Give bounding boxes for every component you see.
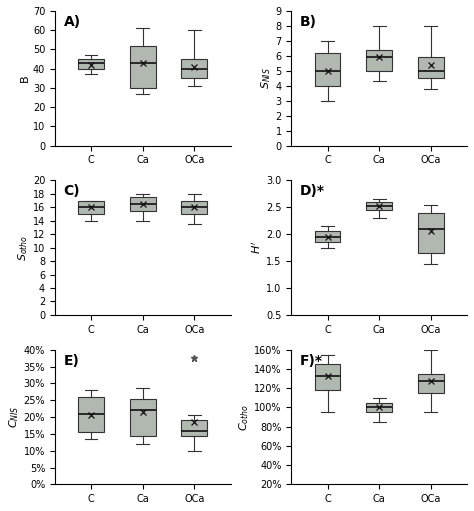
PathPatch shape bbox=[182, 59, 207, 78]
PathPatch shape bbox=[182, 421, 207, 435]
PathPatch shape bbox=[130, 45, 155, 88]
Text: C): C) bbox=[64, 184, 80, 198]
PathPatch shape bbox=[315, 364, 340, 390]
PathPatch shape bbox=[418, 57, 444, 78]
Y-axis label: $S_{NIS}$: $S_{NIS}$ bbox=[259, 67, 273, 89]
PathPatch shape bbox=[418, 374, 444, 393]
PathPatch shape bbox=[315, 53, 340, 86]
PathPatch shape bbox=[78, 59, 104, 68]
PathPatch shape bbox=[78, 397, 104, 432]
Text: A): A) bbox=[64, 15, 81, 29]
Text: D)*: D)* bbox=[300, 184, 325, 198]
PathPatch shape bbox=[78, 200, 104, 214]
Text: B): B) bbox=[300, 15, 317, 29]
Y-axis label: $S_{otho}$: $S_{otho}$ bbox=[16, 235, 30, 261]
Y-axis label: $H'$: $H'$ bbox=[250, 241, 264, 254]
Text: E): E) bbox=[64, 354, 80, 368]
PathPatch shape bbox=[182, 200, 207, 214]
Y-axis label: $C_{otho}$: $C_{otho}$ bbox=[237, 404, 251, 430]
PathPatch shape bbox=[366, 202, 392, 210]
PathPatch shape bbox=[366, 403, 392, 412]
PathPatch shape bbox=[130, 399, 155, 435]
Y-axis label: B: B bbox=[20, 75, 30, 82]
PathPatch shape bbox=[315, 231, 340, 242]
PathPatch shape bbox=[366, 50, 392, 71]
PathPatch shape bbox=[130, 197, 155, 211]
Text: F)*: F)* bbox=[300, 354, 323, 368]
PathPatch shape bbox=[418, 213, 444, 253]
Y-axis label: $C_{NIS}$: $C_{NIS}$ bbox=[7, 406, 21, 428]
